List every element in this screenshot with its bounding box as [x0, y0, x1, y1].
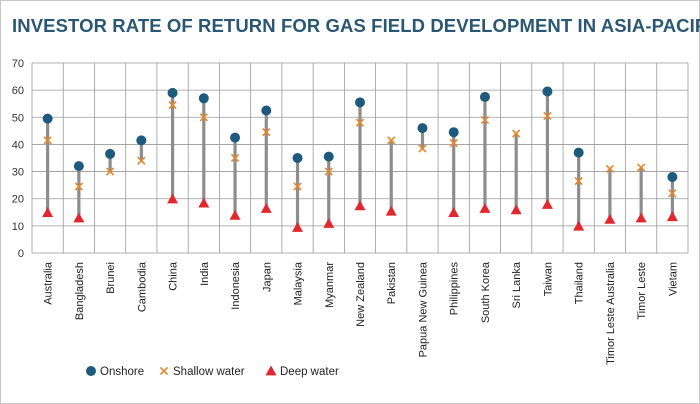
shallow-water-point	[199, 113, 208, 122]
x-category-label: New Zealand	[355, 262, 367, 327]
shallow-water-point	[449, 138, 458, 148]
x-category-label: Papua New Guinea	[417, 261, 429, 357]
deep-water-point	[42, 207, 54, 218]
x-category-label: Taiwan	[542, 262, 554, 296]
deep-water-point	[167, 193, 179, 204]
shallow-water-point	[512, 129, 521, 138]
shallow-water-point	[43, 136, 52, 145]
y-tick-label: 20	[12, 194, 24, 206]
x-category-label: Indonesia	[230, 261, 242, 310]
deep-water-point	[448, 207, 460, 218]
x-category-label: Bangladesh	[74, 262, 86, 320]
chart-title: INVESTOR RATE OF RETURN FOR GAS FIELD DE…	[12, 15, 700, 36]
legend-onshore-marker	[86, 366, 96, 376]
deep-water-point	[541, 198, 553, 209]
onshore-point	[73, 161, 84, 172]
onshore-point	[542, 86, 553, 97]
legend-label: Deep water	[280, 366, 339, 378]
deep-water-point	[323, 217, 335, 228]
deep-water-point	[635, 212, 647, 223]
onshore-point	[355, 97, 365, 108]
deep-water-point	[604, 213, 616, 224]
x-category-label: Cambodia	[136, 261, 148, 312]
shallow-water-point	[605, 164, 615, 174]
x-category-label: Myanmar	[324, 262, 336, 308]
deep-water-point	[385, 205, 397, 216]
legend-label: Onshore	[100, 366, 144, 378]
y-tick-label: 50	[12, 112, 24, 124]
x-category-label: India	[199, 261, 211, 286]
shallow-water-point	[74, 182, 84, 191]
onshore-point	[292, 153, 303, 163]
x-category-label: Philippines	[449, 262, 461, 316]
deep-water-point	[479, 203, 491, 213]
y-tick-label: 70	[12, 58, 24, 70]
onshore-point	[323, 151, 334, 162]
deep-water-point	[229, 209, 241, 220]
y-tick-label: 60	[12, 85, 24, 97]
deep-water-point	[573, 220, 585, 231]
shallow-water-point	[355, 118, 365, 127]
onshore-point	[479, 91, 490, 102]
deep-water-point	[73, 212, 85, 223]
x-category-label: Brunei	[105, 262, 117, 294]
onshore-point	[261, 105, 272, 116]
x-category-label: Timor Leste	[636, 262, 648, 320]
y-tick-label: 10	[12, 221, 24, 233]
shallow-water-point	[387, 136, 396, 145]
x-category-label: Pakistan	[386, 262, 398, 304]
shallow-water-point	[668, 189, 677, 198]
onshore-point	[667, 172, 678, 182]
onshore-point	[230, 132, 241, 143]
y-tick-label: 0	[18, 248, 24, 260]
deep-water-point	[198, 197, 210, 208]
legend-deep-water-marker	[265, 365, 277, 376]
deep-water-point	[666, 211, 678, 222]
deep-water-point	[292, 222, 304, 232]
x-category-label: Sri Lanka	[511, 261, 523, 308]
x-category-label: Thailand	[574, 262, 586, 304]
x-category-label: China	[168, 261, 180, 291]
onshore-point	[448, 127, 459, 138]
x-category-label: Japan	[261, 262, 273, 292]
onshore-point	[198, 93, 209, 104]
legend-label: Shallow water	[173, 366, 245, 378]
shallow-water-point	[636, 163, 646, 172]
onshore-point	[105, 148, 116, 159]
onshore-point	[417, 123, 428, 134]
shallow-water-point	[262, 128, 271, 137]
shallow-water-point	[324, 167, 333, 176]
x-category-label: South Korea	[480, 261, 492, 323]
shallow-water-point	[418, 144, 427, 153]
shallow-water-point	[168, 100, 177, 110]
onshore-point	[573, 147, 584, 158]
shallow-water-point	[105, 167, 115, 176]
onshore-point	[42, 113, 53, 124]
y-tick-label: 30	[12, 167, 24, 179]
x-category-label: Malaysia	[293, 261, 305, 305]
shallow-water-point	[574, 176, 583, 186]
x-category-label: Vietam	[667, 262, 679, 296]
shallow-water-point	[293, 182, 302, 191]
deep-water-point	[510, 204, 522, 215]
onshore-point	[167, 87, 178, 98]
shallow-water-point	[230, 153, 240, 163]
y-tick-label: 40	[12, 139, 24, 151]
onshore-point	[136, 135, 147, 146]
deep-water-point	[260, 203, 272, 213]
shallow-water-point	[480, 115, 490, 125]
shallow-water-point	[137, 156, 146, 165]
legend-shallow-water-marker	[159, 366, 169, 376]
x-category-label: Australia	[43, 261, 55, 305]
shallow-water-point	[543, 111, 552, 121]
deep-water-point	[354, 200, 366, 211]
x-category-label: Timor Leste Australia	[605, 261, 617, 365]
